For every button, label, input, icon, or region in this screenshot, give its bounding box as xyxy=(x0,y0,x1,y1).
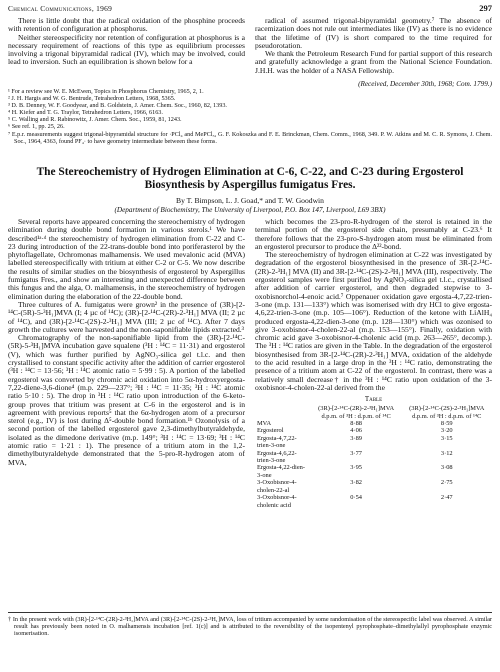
footnote: ¹ For a review see W. E. McEwen, Topics … xyxy=(8,88,204,95)
row-label: Ergosta-4,6,22-trien-3-one xyxy=(257,449,297,465)
table-value: 3·08 xyxy=(440,464,453,472)
table-value: 3·82 xyxy=(350,479,362,487)
table-value: 3·77 xyxy=(350,449,362,457)
paragraph: Several reports have appeared concerning… xyxy=(8,218,245,301)
table-value: 8·88 xyxy=(350,420,362,428)
table-corner xyxy=(255,405,311,420)
top-right-column: radical of assumed trigonal-bipyramidal … xyxy=(255,17,492,79)
table-value: 3·95 xyxy=(350,464,362,472)
authors: By T. Bimpson, L. J. Goad,* and T. W. Go… xyxy=(176,196,324,205)
column-header: (3R)-[2-¹⁴C-(2R)-2-³H₁]MVA d.p.m. of ³H … xyxy=(318,405,395,420)
row-label: 3-Oxobisnor-4-cholenic acid xyxy=(257,494,297,509)
table-value: 0·54 xyxy=(350,494,362,502)
table-row: 3-Oxobisnor-4-cholenic acid 0·54 2·47 xyxy=(255,494,492,509)
article-footnote: † In the present work with (3R)-[2-¹⁴C-(… xyxy=(8,616,492,637)
body-right-column: which becomes the 23-pro-R-hydrogen of t… xyxy=(255,218,492,610)
table-value: 3·89 xyxy=(350,434,362,442)
footnote: ² J. H. Hargis and W. G. Bentrude, Tetra… xyxy=(8,95,176,103)
received: (Received, December 30th, 1968; Com. 179… xyxy=(358,80,492,88)
row-label: Ergosta-4,7,22-trien-3-one xyxy=(257,434,297,450)
data-table: (3R)-[2-¹⁴C-(2R)-2-³H₁]MVA d.p.m. of ³H … xyxy=(255,405,492,509)
paragraph: which becomes the 23-pro-R-hydrogen of t… xyxy=(255,218,492,251)
row-label: Ergosta-4,22-dien-3-one xyxy=(257,464,305,479)
paragraph: The stereochemistry of hydrogen eliminat… xyxy=(255,250,492,392)
paragraph: Chromatography of the non-saponifiable l… xyxy=(8,333,245,467)
footnote-text: † In the present work with (3R)-[2-¹⁴C-(… xyxy=(8,616,492,638)
table-row: Ergosta-4,6,22-trien-3-one 3·77 3·12 xyxy=(255,450,492,465)
row-label: Ergosterol xyxy=(257,427,284,435)
table-value: 3·15 xyxy=(440,434,453,442)
footnote: ⁴ H. Kiefer and T. G. Traylor, Tetrahedr… xyxy=(8,109,163,117)
page-number: 297 xyxy=(479,3,492,13)
table-value: 2·47 xyxy=(440,494,453,502)
row-label: MVA xyxy=(257,420,272,428)
footnote: ⁵ C. Walling and R. Rabinowitz, J. Amer.… xyxy=(8,116,182,124)
table-row: Ergosta-4,7,22-trien-3-one 3·89 3·15 xyxy=(255,435,492,450)
table-row: Ergosterol 4·06 3·20 xyxy=(255,427,492,434)
table-value: 2·75 xyxy=(440,479,453,487)
paragraph: radical of assumed trigonal-bipyramidal … xyxy=(255,17,492,50)
top-left-column: There is little doubt that the radical o… xyxy=(8,17,245,87)
paragraph: We thank the Petroleum Research Fund for… xyxy=(255,49,492,75)
paragraph: Neither stereospecificity nor retention … xyxy=(8,32,245,67)
right-text: which becomes the 23-pro-R-hydrogen of t… xyxy=(255,218,492,392)
paragraph: Three cultures of A. fumigatus were grow… xyxy=(8,299,245,334)
table-value: 8·59 xyxy=(440,420,453,428)
footnote: ⁶ See ref. 1, pp. 25, 26. xyxy=(8,123,65,131)
rule xyxy=(8,612,492,613)
table-row: Ergosta-4,22-dien-3-one 3·95 3·08 xyxy=(255,464,492,479)
footnote: ⁷ E.p.r. measurements suggest trigonal-b… xyxy=(8,130,492,145)
table-header: (3R)-[2-¹⁴C-(2R)-2-³H₁]MVA d.p.m. of ³H … xyxy=(255,405,492,420)
running-head: Chemical Communications, 1969 xyxy=(8,4,113,13)
table-value: 3·12 xyxy=(440,449,453,457)
table-row: MVA 8·88 8·59 xyxy=(255,420,492,427)
footnote: ³ D. B. Denney, W. F. Goodyear, and B. G… xyxy=(8,102,227,110)
table-value: 3·20 xyxy=(440,427,453,435)
table-row: 3-Oxobisnor-4-cholen-22-al 3·82 2·75 xyxy=(255,479,492,494)
column-header: (3R)-[2-¹⁴C-(2S)-2-³H₁]MVA d.p.m. of ³H … xyxy=(409,405,485,420)
body-left-column: Several reports have appeared concerning… xyxy=(8,218,245,610)
table-title: Table xyxy=(364,395,383,404)
table-value: 4·06 xyxy=(350,427,362,435)
row-label: 3-Oxobisnor-4-cholen-22-al xyxy=(257,479,297,494)
footnotes: ¹ For a review see W. E. McEwen, Topics … xyxy=(8,88,492,160)
affiliation: (Department of Biochemistry, The Univers… xyxy=(114,206,386,214)
paragraph: There is little doubt that the radical o… xyxy=(8,17,245,34)
article-title: The Stereochemistry of Hydrogen Eliminat… xyxy=(36,166,464,191)
